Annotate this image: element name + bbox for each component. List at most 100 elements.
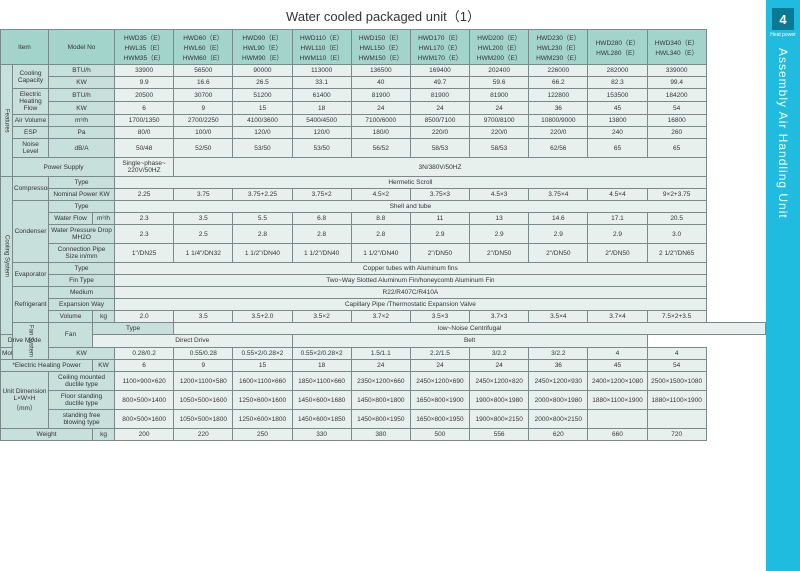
cell [647, 410, 706, 429]
cell: 2.2/1.5 [410, 347, 469, 359]
cell: 15 [233, 102, 292, 115]
cell: 82.3 [588, 77, 647, 89]
row-label: Fan [49, 323, 93, 348]
unit: Pa [49, 127, 115, 139]
cell: 24 [470, 102, 529, 115]
cell: 65 [588, 139, 647, 158]
cell: 2450×1200×820 [470, 372, 529, 391]
cell: 18 [292, 360, 351, 372]
cell: 9 [174, 102, 233, 115]
cell: 24 [470, 360, 529, 372]
cell: 556 [470, 429, 529, 441]
cell: 3.7×4 [588, 311, 647, 323]
cell: Two~Way Slotted Aluminum Fin/honeycomb A… [115, 275, 707, 287]
cell: 53/50 [233, 139, 292, 158]
cell: 2400×1200×1080 [588, 372, 647, 391]
unit: Drive Mode [1, 335, 49, 347]
group-features: Features [1, 65, 13, 177]
cell: 24 [351, 360, 410, 372]
cell: Copper tubes with Aluminum fins [115, 263, 707, 275]
cell: 1600×1100×660 [233, 372, 292, 391]
row-label: Compressor [13, 177, 49, 201]
unit: dB/A [49, 139, 115, 158]
model-header: Model No [49, 30, 115, 65]
cell: 45 [588, 102, 647, 115]
cell: 1"/DN25 [115, 244, 174, 263]
cell: 184200 [647, 89, 706, 102]
model-col: HWD60（E） HWL60（E） HWM60（E） [174, 30, 233, 65]
unit: standing free blowing type [49, 410, 115, 429]
cell: 120/0 [292, 127, 351, 139]
cell: 1050×500×1600 [174, 391, 233, 410]
cell: 153500 [588, 89, 647, 102]
unit: kg [93, 311, 115, 323]
cell: 1 1/2"/DN40 [292, 244, 351, 263]
cell: 6.8 [292, 213, 351, 225]
cell: 3/2.2 [470, 347, 529, 359]
cell: 4 [588, 347, 647, 359]
cell: 202400 [470, 65, 529, 77]
cell: 36 [529, 360, 588, 372]
cell: Belt [292, 335, 647, 347]
cell: 380 [351, 429, 410, 441]
unit: Floor standing ductile type [49, 391, 115, 410]
model-col: HWD340（E） HWL340（E） [647, 30, 706, 65]
cell: 49.7 [410, 77, 469, 89]
cell: 2000×800×2150 [529, 410, 588, 429]
cell: 226000 [529, 65, 588, 77]
cell: 9.9 [115, 77, 174, 89]
cell: 220/0 [470, 127, 529, 139]
cell: 50/48 [115, 139, 174, 158]
cell: 2.3 [115, 213, 174, 225]
cell: 62/56 [529, 139, 588, 158]
cell: 7.5×2+3.5 [647, 311, 706, 323]
model-col: HWD90（E） HWL90（E） HWM90（E） [233, 30, 292, 65]
cell: 180/0 [351, 127, 410, 139]
cell: 2.5 [174, 225, 233, 244]
cell: 52/50 [174, 139, 233, 158]
cell: 5.5 [233, 213, 292, 225]
cell: 720 [647, 429, 706, 441]
unit: Medium [49, 287, 115, 299]
cell: 120/0 [233, 127, 292, 139]
cell: 1450×600×1850 [292, 410, 351, 429]
cell: 54 [647, 102, 706, 115]
cell: Single~phase~ 220V/50HZ [115, 158, 174, 177]
chapter-number: 4 [772, 8, 794, 30]
unit: Ceiling mounted ductile type [49, 372, 115, 391]
cell: 2"/DN50 [410, 244, 469, 263]
cell: 2.8 [351, 225, 410, 244]
cell: 66.2 [529, 77, 588, 89]
cell: 2.9 [470, 225, 529, 244]
cell: 7100/6000 [351, 115, 410, 127]
row-label: Electric Heating Flow [13, 89, 49, 115]
cell: 0.55×2/0.28×2 [292, 347, 351, 359]
cell: 11 [410, 213, 469, 225]
cell: 24 [351, 102, 410, 115]
cell: 56/52 [351, 139, 410, 158]
cell: 10800/9000 [529, 115, 588, 127]
cell: 30700 [174, 89, 233, 102]
cell: 3.75×2 [292, 189, 351, 201]
unit: KW [49, 102, 115, 115]
unit: BTU/h [49, 65, 115, 77]
cell: 1900×800×2150 [470, 410, 529, 429]
cell: 1450×800×1950 [351, 410, 410, 429]
row-label: ESP [13, 127, 49, 139]
cell: 0.28/0.2 [115, 347, 174, 359]
cell: 339000 [647, 65, 706, 77]
cell: 2 1/2"/DN65 [647, 244, 706, 263]
row-label: Air Volume [13, 115, 49, 127]
cell: 3.75 [174, 189, 233, 201]
cell: 2"/DN50 [588, 244, 647, 263]
cell: 2.8 [292, 225, 351, 244]
row-label: Power Supply [13, 158, 115, 177]
row-label: Refrigerant [13, 287, 49, 323]
cell [588, 410, 647, 429]
cell: 282000 [588, 65, 647, 77]
cell: Direct Drive [93, 335, 293, 347]
row-label: Noise Level [13, 139, 49, 158]
cell: 18 [292, 102, 351, 115]
cell: 1650×800×1900 [410, 391, 469, 410]
cell: 3.7×3 [470, 311, 529, 323]
